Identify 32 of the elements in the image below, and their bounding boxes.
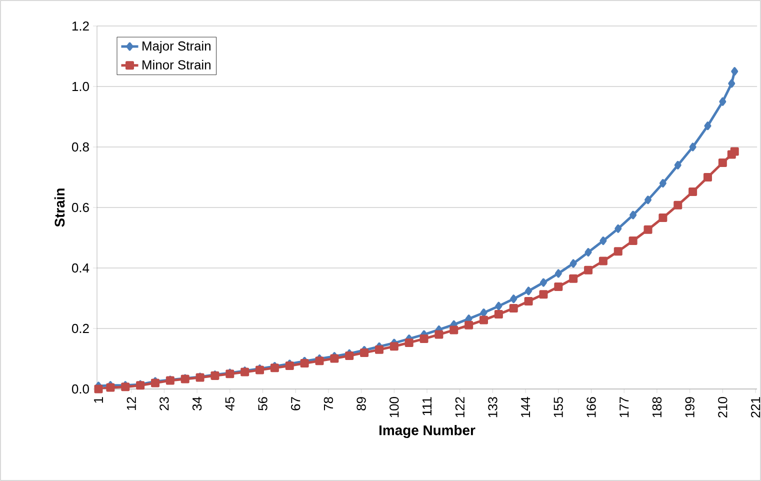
x-tick-label: 89 (356, 397, 366, 410)
x-tick-label: 111 (422, 397, 432, 416)
legend-label: Minor Strain (142, 60, 210, 70)
x-tick-label: 45 (225, 397, 234, 411)
x-tick-label: 67 (291, 397, 300, 410)
x-tick-label: 12 (126, 397, 136, 410)
x-tick-label: 188 (652, 397, 662, 418)
y-tick-label: 0.4 (72, 263, 90, 273)
x-tick-label: 144 (521, 396, 530, 418)
y-tick-label: 0.8 (72, 142, 89, 152)
x-tick-label: 23 (160, 397, 169, 410)
x-tick-label: 133 (488, 397, 498, 418)
x-tick-label: 177 (620, 397, 629, 418)
y-tick-label: 0.0 (72, 384, 89, 394)
x-tick-label: 166 (586, 397, 596, 418)
x-tick-label: 78 (324, 397, 334, 410)
x-tick-label: 199 (685, 397, 694, 418)
y-axis-title: Strain (54, 188, 65, 227)
x-tick-label: 221 (750, 397, 760, 418)
x-tick-label: 56 (258, 397, 268, 410)
x-tick-label: 122 (455, 397, 464, 418)
x-axis-title: Image Number (380, 424, 476, 438)
y-tick-label: 1.0 (72, 82, 89, 92)
x-tick-label: 155 (554, 397, 563, 418)
x-tick-label: 210 (718, 397, 728, 418)
x-tick-label: 100 (390, 397, 399, 418)
y-tick-label: 1.2 (72, 21, 89, 31)
y-tick-label: 0.6 (72, 202, 89, 212)
y-tick-label: 0.2 (72, 324, 89, 334)
x-tick-label: 1 (94, 397, 103, 403)
x-tick-label: 34 (192, 396, 202, 410)
legend-label: Major Strain (142, 41, 210, 54)
